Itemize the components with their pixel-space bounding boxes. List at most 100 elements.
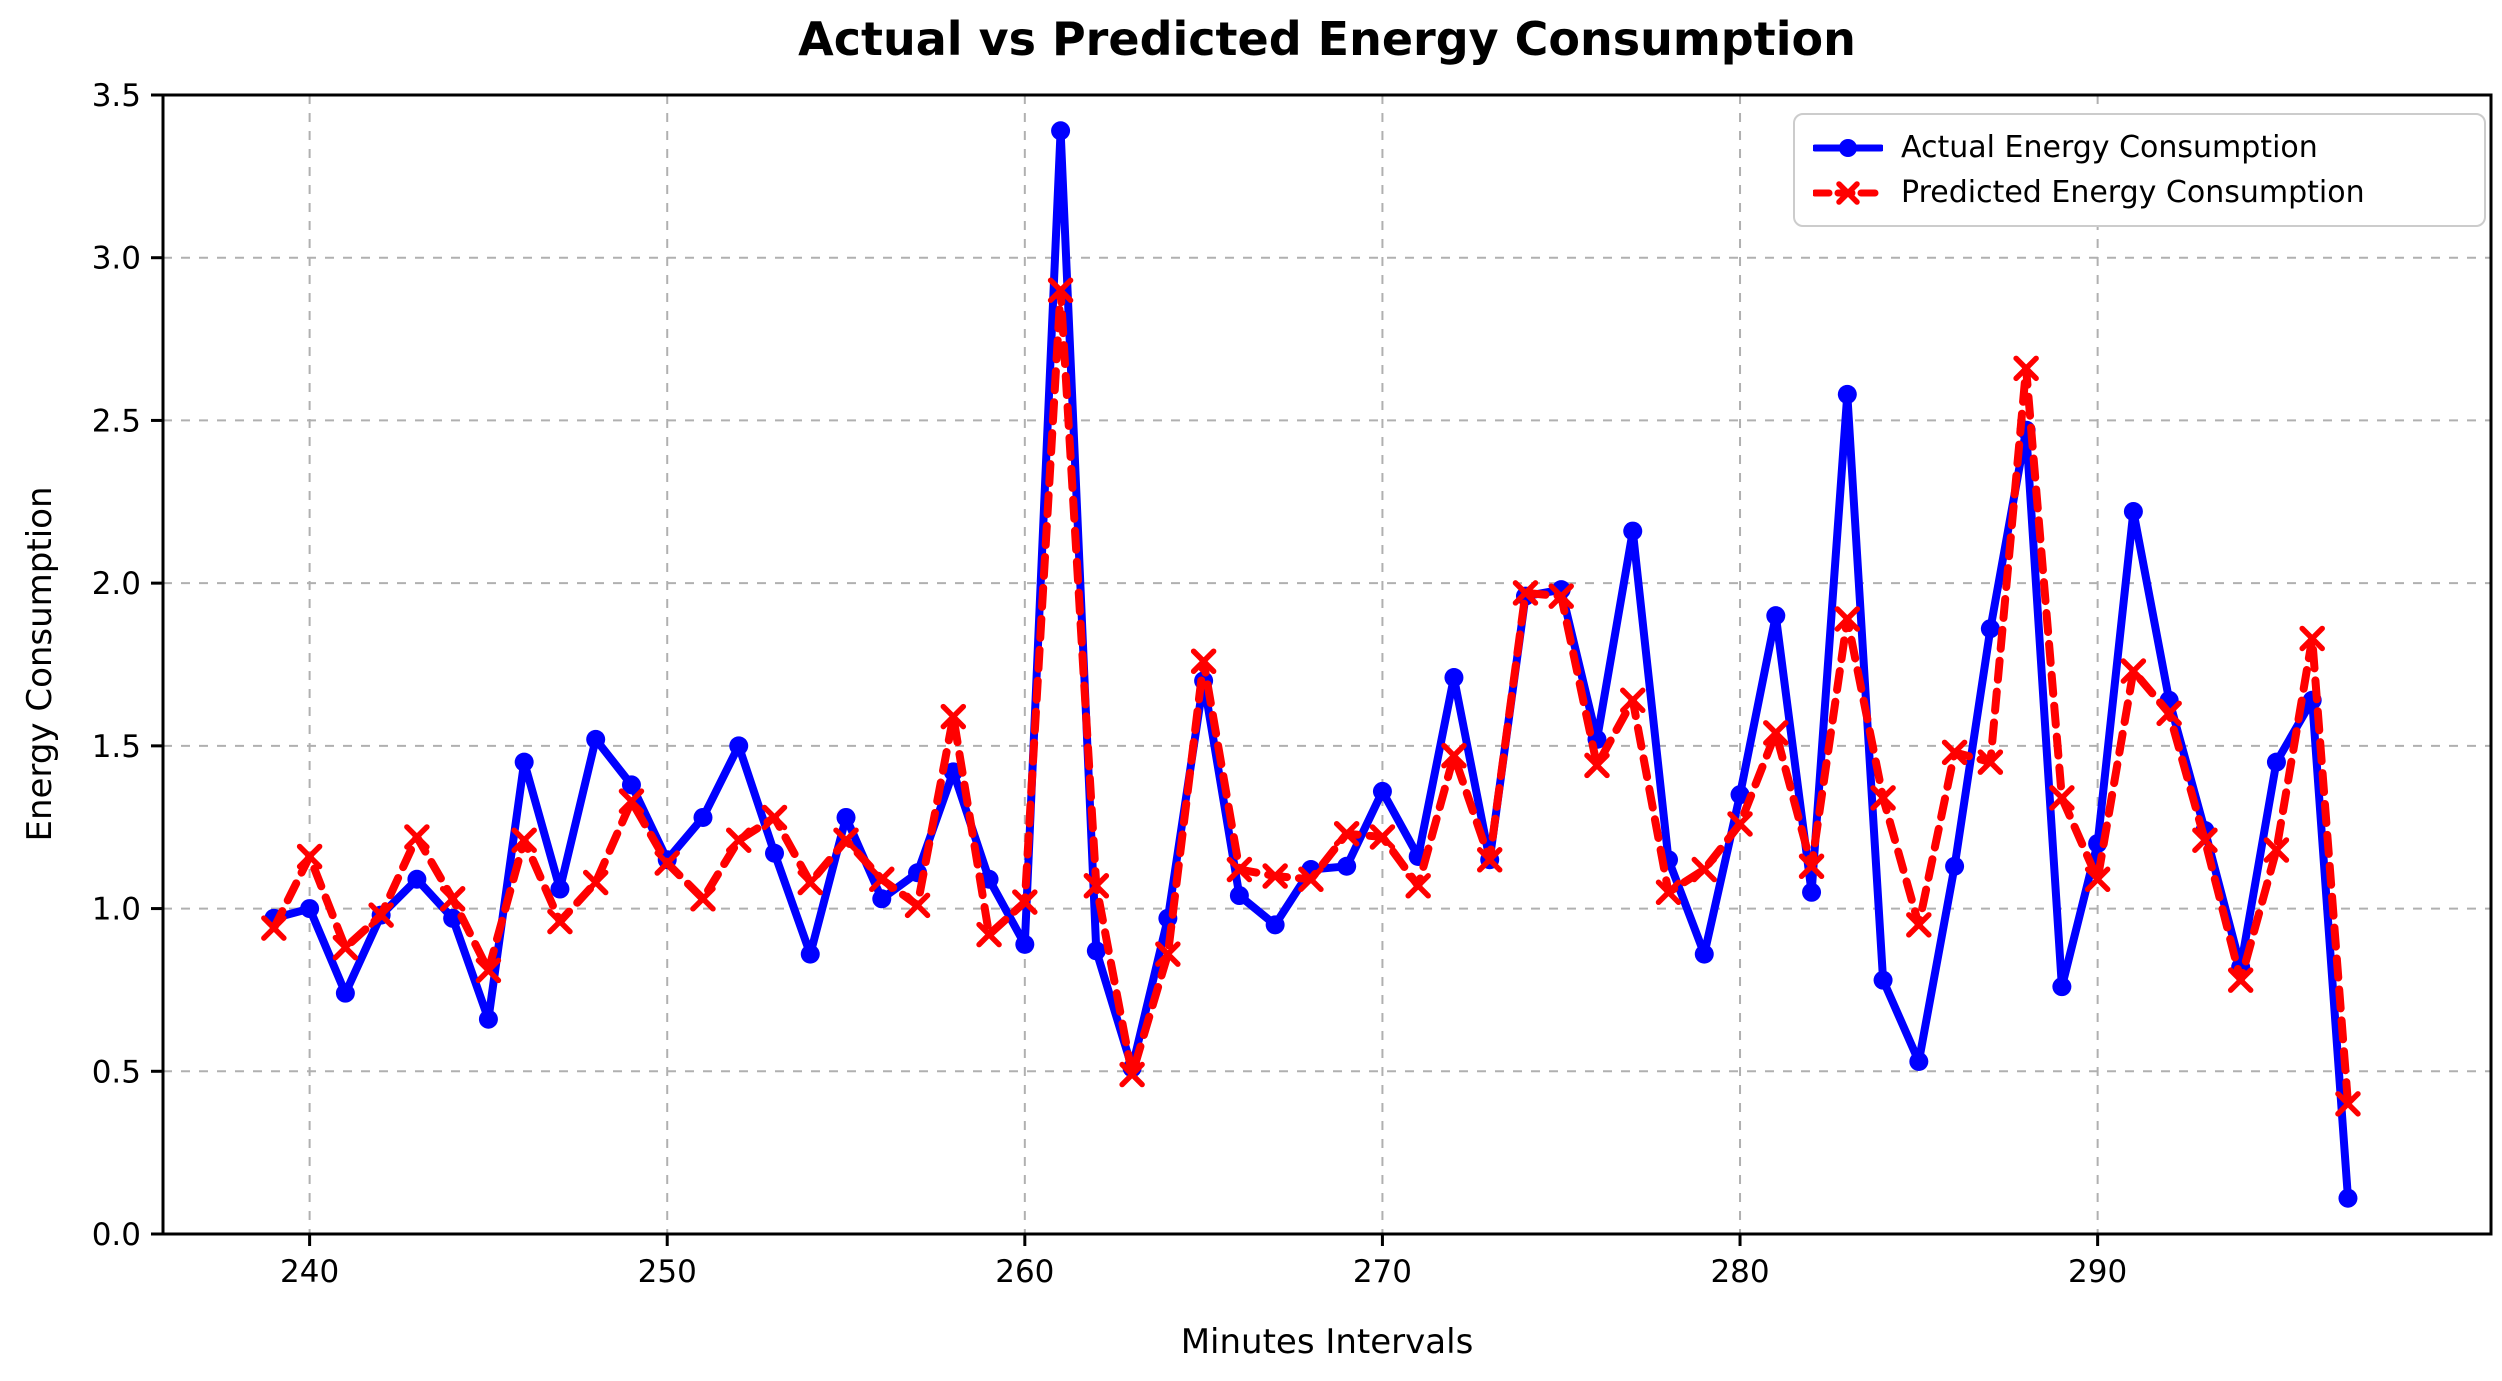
predicted-data-point [1512, 580, 1539, 606]
actual-data-point [1623, 521, 1643, 541]
actual-data-point [800, 944, 820, 964]
predicted-data-point [1620, 687, 1646, 714]
predicted-data-point [904, 892, 931, 919]
actual-data-point [1945, 856, 1965, 876]
y-tick-label: 2.0 [92, 566, 141, 602]
predicted-data-point [1262, 863, 1288, 889]
plot-border [161, 93, 2493, 1236]
predicted-data-point [1047, 277, 1074, 304]
predicted-data-point [2192, 827, 2218, 853]
predicted-data-point [1834, 606, 1861, 632]
x-tick-label: 260 [995, 1254, 1054, 1290]
predicted-data-point [690, 886, 716, 912]
y-tick-label: 0.0 [92, 1217, 141, 1253]
y-tick-label: 2.5 [92, 403, 141, 439]
predicted-data-point [1190, 648, 1217, 674]
predicted-data-point [654, 850, 680, 876]
predicted-data-point [833, 827, 859, 853]
y-tick-label: 3.0 [92, 241, 141, 277]
actual-data-point [335, 983, 355, 1003]
predicted-data-point [1441, 742, 1467, 769]
actual-data-point [2123, 502, 2143, 522]
predicted-data-point [404, 824, 430, 850]
tick-labels: 240 250 260 270 280 290 0.0 0.5 1.0 1.5 2.0 2.5 3.0 3… [92, 78, 2128, 1290]
predicted-data-point [2299, 625, 2325, 652]
actual-data-point [586, 729, 606, 749]
predicted-series-line [269, 286, 2352, 1108]
series-layer [261, 121, 2361, 1208]
actual-data-point [621, 775, 641, 795]
predicted-data-point [582, 869, 609, 896]
predicted-data-point [547, 908, 573, 935]
predicted-data-point [2120, 658, 2147, 684]
actual-data-point [443, 908, 463, 928]
actual-data-point [2338, 1188, 2358, 1208]
y-tick-label: 0.5 [92, 1054, 141, 1090]
actual-data-point [2052, 977, 2072, 997]
predicted-data-point [2335, 1091, 2361, 1117]
legend-label-predicted: Predicted Energy Consumption [1901, 175, 2365, 210]
actual-data-point [1837, 384, 1857, 404]
predicted-data-point [439, 886, 466, 912]
predicted-data-point [1763, 720, 1789, 746]
actual-data-point [1980, 619, 2000, 639]
predicted-data-point [2013, 355, 2039, 382]
predicted-data-point [618, 788, 645, 814]
legend-item-actual: Actual Energy Consumption [1813, 130, 2466, 165]
predicted-data-point [1655, 879, 1682, 906]
actual-data-point [1766, 606, 1786, 626]
axes-spines [161, 93, 2493, 1236]
legend-label-actual: Actual Energy Consumption [1901, 130, 2318, 165]
actual-data-point [729, 736, 749, 756]
predicted-data-point [1012, 889, 1038, 915]
y-axis-label: Energy Consumption [20, 486, 60, 842]
tick-marks [151, 93, 2100, 1246]
predicted-data-point [761, 804, 788, 831]
predicted-data-point [1369, 824, 1396, 850]
predicted-data-point [1727, 811, 1753, 837]
predicted-data-point [511, 827, 537, 853]
predicted-data-point [1870, 785, 1896, 811]
actual-data-point [407, 869, 427, 889]
actual-data-point [765, 843, 785, 863]
predicted-data-point [1941, 739, 1968, 766]
actual-data-point [550, 879, 570, 899]
predicted-data-point [940, 703, 967, 730]
predicted-data-point [1083, 873, 1110, 899]
predicted-data-point [296, 843, 323, 870]
actual-data-point [1015, 934, 1035, 954]
actual-data-point [1265, 915, 1285, 935]
x-tick-label: 250 [638, 1254, 697, 1290]
predicted-data-point [976, 921, 1002, 948]
predicted-data-point [1405, 873, 1431, 899]
predicted-data-point [1333, 820, 1360, 847]
x-tick-label: 280 [1710, 1254, 1769, 1290]
predicted-data-point [1298, 866, 1324, 893]
actual-data-point [1909, 1052, 1929, 1072]
x-tick-label: 270 [1353, 1254, 1412, 1290]
predicted-data-point [1548, 583, 1574, 609]
actual-data-point [1086, 941, 1106, 961]
predicted-data-point [368, 902, 394, 928]
predicted-data-point [332, 934, 359, 961]
x-axis-label: Minutes Intervals [1180, 1322, 1474, 1362]
actual-series-line [269, 126, 2352, 1203]
actual-data-point [1229, 886, 1249, 906]
actual-data-point [1372, 781, 1392, 801]
predicted-data-point [2084, 866, 2111, 893]
legend-item-predicted: Predicted Energy Consumption [1813, 175, 2466, 210]
predicted-data-point [1226, 856, 1253, 883]
predicted-data-point [797, 869, 824, 896]
predicted-line-marker-icon [1813, 180, 1883, 205]
predicted-data-point [2263, 837, 2290, 863]
y-tick-label: 3.5 [92, 78, 141, 114]
actual-data-point [1337, 856, 1357, 876]
actual-data-point [1694, 944, 1714, 964]
predicted-data-point [261, 915, 287, 941]
predicted-data-point [1119, 1061, 1145, 1088]
actual-data-point [300, 899, 320, 919]
predicted-data-point [2156, 700, 2182, 727]
actual-data-point [1730, 785, 1750, 805]
chart-title: Actual vs Predicted Energy Consumption [798, 12, 1856, 66]
